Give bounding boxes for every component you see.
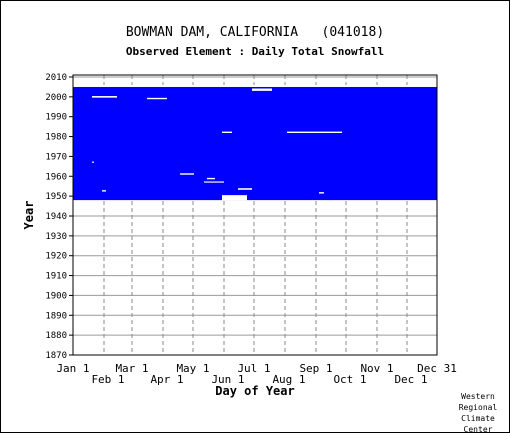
data-coverage-block [73, 86, 437, 201]
chart-subtitle: Observed Element : Daily Total Snowfall [125, 45, 385, 58]
x-tick-label: Oct 1 [333, 373, 366, 386]
credit-line: Western [461, 392, 495, 401]
data-gap [238, 188, 252, 190]
data-gap [102, 190, 106, 192]
x-tick-label: Jul 1 [237, 362, 270, 375]
data-gap [207, 177, 215, 180]
y-tick-label: 1910 [45, 272, 67, 282]
x-tick-label: May 1 [176, 362, 209, 375]
x-tick-label: Dec 1 [394, 373, 427, 386]
credit-line: Climate [461, 414, 495, 423]
data-gap [147, 97, 167, 100]
y-tick-label: 1880 [45, 331, 67, 341]
x-tick-label: Dec 31 [417, 362, 457, 375]
y-tick-label: 1990 [45, 113, 67, 123]
x-tick-label: Feb 1 [91, 373, 124, 386]
data-gap [222, 131, 232, 133]
data-gap [73, 84, 437, 87]
data-gap [287, 131, 342, 133]
plot-border [72, 74, 438, 356]
x-tick-label: Apr 1 [150, 373, 183, 386]
x-tick-label: Aug 1 [272, 373, 305, 386]
credit-line: Center [463, 425, 493, 434]
x-tick-label: Nov 1 [360, 362, 393, 375]
data-gap [252, 88, 272, 91]
credit-line: Regional [458, 403, 498, 412]
x-axis-title: Day of Year [215, 384, 294, 398]
y-tick-label: 1930 [45, 232, 67, 242]
y-tick-label: 1890 [45, 311, 67, 321]
data-gap [92, 96, 117, 98]
y-tick-label: 1920 [45, 252, 67, 262]
y-axis-title: Year [22, 201, 36, 230]
data-gap [92, 161, 94, 163]
y-tick-label: 1970 [45, 152, 67, 162]
x-tick-label: Jun 1 [211, 373, 244, 386]
y-tick-label: 1900 [45, 291, 67, 301]
y-tick-label: 1960 [45, 172, 67, 182]
y-tick-label: 1950 [45, 192, 67, 202]
data-gap [180, 173, 194, 175]
x-tick-label: Mar 1 [115, 362, 148, 375]
y-tick-label: 2010 [45, 73, 67, 83]
data-gap [204, 181, 224, 183]
data-gap [319, 192, 324, 194]
y-tick-label: 1980 [45, 133, 67, 143]
y-tick-label: 1940 [45, 212, 67, 222]
y-tick-label: 1870 [45, 351, 67, 361]
y-tick-label: 2000 [45, 93, 67, 103]
credit-block: Western Regional Climate Center [453, 391, 503, 435]
chart-title: BOWMAN DAM, CALIFORNIA (041018) [125, 25, 385, 40]
data-gap [222, 195, 247, 201]
x-tick-label: Jan 1 [56, 362, 89, 375]
x-tick-label: Sep 1 [299, 362, 332, 375]
